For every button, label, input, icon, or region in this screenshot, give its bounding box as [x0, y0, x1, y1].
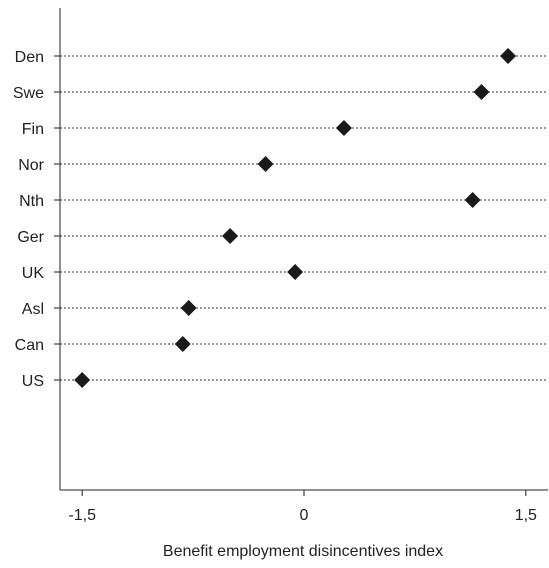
- marker-swe: [473, 84, 490, 100]
- category-label-uk: UK: [22, 265, 45, 282]
- data-markers: [74, 48, 517, 388]
- category-label-can: Can: [15, 337, 44, 354]
- marker-asl: [180, 300, 197, 316]
- x-tick-label-2: 1,5: [515, 507, 537, 524]
- category-label-asl: Asl: [22, 301, 44, 318]
- x-tick-label-1: 0: [300, 507, 309, 524]
- x-ticks: -1,5 0 1,5: [68, 490, 537, 524]
- x-axis-title: Benefit employment disincentives index: [163, 543, 443, 560]
- axes: [54, 8, 548, 491]
- category-label-fin: Fin: [22, 121, 44, 138]
- marker-ger: [222, 228, 239, 244]
- x-tick-label-0: -1,5: [68, 507, 96, 524]
- marker-nth: [464, 192, 481, 208]
- category-label-nor: Nor: [18, 157, 44, 174]
- category-label-den: Den: [15, 49, 44, 66]
- category-label-swe: Swe: [13, 85, 44, 102]
- marker-can: [174, 336, 191, 352]
- category-label-us: US: [22, 373, 44, 390]
- marker-us: [74, 372, 91, 388]
- marker-fin: [335, 120, 352, 136]
- marker-uk: [287, 264, 304, 280]
- category-labels: Den Swe Fin Nor Nth Ger UK Asl Can US: [13, 49, 45, 390]
- marker-den: [500, 48, 517, 64]
- guide-lines: [60, 55, 548, 381]
- category-label-ger: Ger: [17, 229, 44, 246]
- marker-nor: [257, 156, 274, 172]
- category-label-nth: Nth: [19, 193, 44, 210]
